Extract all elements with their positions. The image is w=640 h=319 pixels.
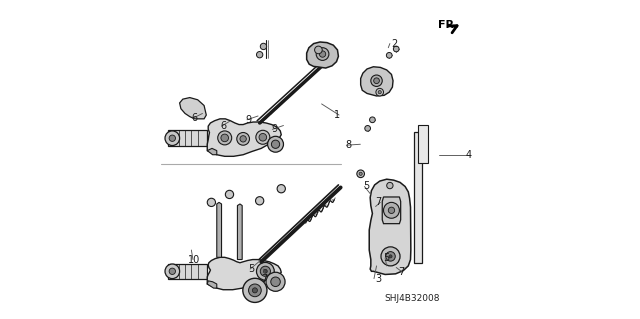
Circle shape (264, 269, 268, 273)
Polygon shape (180, 98, 206, 119)
Circle shape (257, 263, 275, 280)
Circle shape (388, 207, 395, 213)
Polygon shape (307, 42, 339, 68)
Text: 10: 10 (188, 255, 200, 264)
Circle shape (387, 52, 392, 58)
Circle shape (252, 288, 257, 293)
Text: 7: 7 (398, 267, 404, 277)
Text: 3: 3 (376, 274, 382, 284)
Text: 1: 1 (334, 110, 340, 120)
Text: 6: 6 (191, 113, 198, 123)
Circle shape (386, 252, 396, 261)
Circle shape (169, 268, 175, 274)
Circle shape (266, 272, 285, 291)
Text: 4: 4 (465, 150, 472, 160)
Polygon shape (369, 179, 411, 274)
Polygon shape (419, 125, 428, 163)
Text: 9: 9 (246, 115, 252, 125)
Circle shape (260, 266, 271, 276)
Polygon shape (207, 281, 217, 288)
Text: 5: 5 (248, 264, 255, 274)
Circle shape (237, 132, 250, 145)
Text: FR.: FR. (438, 20, 459, 31)
Circle shape (268, 136, 284, 152)
Circle shape (259, 133, 267, 141)
Polygon shape (207, 257, 281, 290)
Text: 8: 8 (345, 140, 351, 150)
Circle shape (357, 170, 364, 178)
Circle shape (378, 91, 381, 94)
Polygon shape (382, 197, 401, 224)
Text: SHJ4B32008: SHJ4B32008 (385, 294, 440, 303)
Polygon shape (361, 67, 393, 96)
Circle shape (381, 247, 400, 266)
Polygon shape (168, 264, 207, 278)
Circle shape (365, 125, 371, 131)
Circle shape (376, 88, 383, 96)
Circle shape (243, 278, 267, 302)
Text: 6: 6 (220, 121, 227, 131)
Circle shape (271, 277, 280, 286)
Polygon shape (207, 119, 281, 156)
Circle shape (221, 134, 228, 142)
Circle shape (165, 264, 180, 278)
Circle shape (207, 198, 216, 206)
Circle shape (277, 185, 285, 193)
Circle shape (218, 131, 232, 145)
Circle shape (319, 51, 326, 57)
Polygon shape (217, 202, 221, 257)
Text: 5: 5 (363, 182, 369, 191)
Circle shape (165, 131, 180, 145)
Circle shape (255, 197, 264, 205)
Circle shape (383, 202, 399, 218)
Text: 5: 5 (383, 253, 390, 263)
Circle shape (369, 117, 375, 123)
Circle shape (387, 182, 393, 189)
Text: 2: 2 (392, 39, 398, 48)
Polygon shape (237, 204, 242, 260)
Polygon shape (168, 130, 207, 146)
Circle shape (315, 46, 322, 54)
Text: 7: 7 (261, 274, 268, 284)
Circle shape (374, 78, 380, 84)
Circle shape (240, 136, 246, 142)
Circle shape (394, 46, 399, 52)
Text: 9: 9 (271, 124, 277, 134)
Polygon shape (207, 148, 217, 155)
Circle shape (271, 140, 280, 148)
Circle shape (248, 284, 261, 297)
Circle shape (316, 48, 329, 60)
Circle shape (257, 51, 263, 58)
Polygon shape (413, 131, 422, 263)
Circle shape (359, 172, 362, 175)
Circle shape (225, 190, 234, 198)
Circle shape (256, 130, 270, 144)
Text: 7: 7 (376, 197, 382, 207)
Circle shape (260, 43, 267, 50)
Circle shape (169, 135, 175, 141)
Circle shape (389, 255, 392, 258)
Circle shape (371, 75, 382, 86)
